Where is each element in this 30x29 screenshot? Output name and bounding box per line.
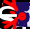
Text: R: R (0, 7, 22, 29)
Ellipse shape (11, 3, 15, 11)
Ellipse shape (2, 7, 14, 13)
Text: RSL: RSL (0, 4, 30, 29)
FancyBboxPatch shape (25, 7, 26, 8)
Ellipse shape (3, 15, 13, 19)
FancyBboxPatch shape (16, 12, 17, 13)
Circle shape (1, 1, 14, 14)
FancyBboxPatch shape (15, 2, 30, 27)
Ellipse shape (20, 13, 23, 16)
FancyBboxPatch shape (24, 13, 25, 14)
Ellipse shape (21, 16, 25, 19)
Ellipse shape (1, 22, 14, 28)
FancyBboxPatch shape (24, 18, 25, 19)
Ellipse shape (6, 19, 11, 22)
Ellipse shape (3, 2, 13, 7)
FancyBboxPatch shape (16, 18, 17, 19)
Ellipse shape (5, 6, 8, 8)
Text: R: R (0, 0, 17, 29)
Ellipse shape (2, 5, 5, 8)
Text: S: S (0, 0, 20, 29)
Ellipse shape (2, 21, 9, 24)
Ellipse shape (0, 16, 3, 24)
Ellipse shape (5, 4, 9, 7)
Circle shape (1, 15, 14, 28)
FancyBboxPatch shape (24, 8, 27, 10)
Ellipse shape (1, 3, 6, 8)
Ellipse shape (1, 2, 8, 8)
Ellipse shape (0, 18, 11, 22)
Text: L: L (0, 0, 22, 23)
Ellipse shape (18, 12, 21, 16)
Ellipse shape (8, 3, 12, 6)
Ellipse shape (7, 18, 14, 23)
